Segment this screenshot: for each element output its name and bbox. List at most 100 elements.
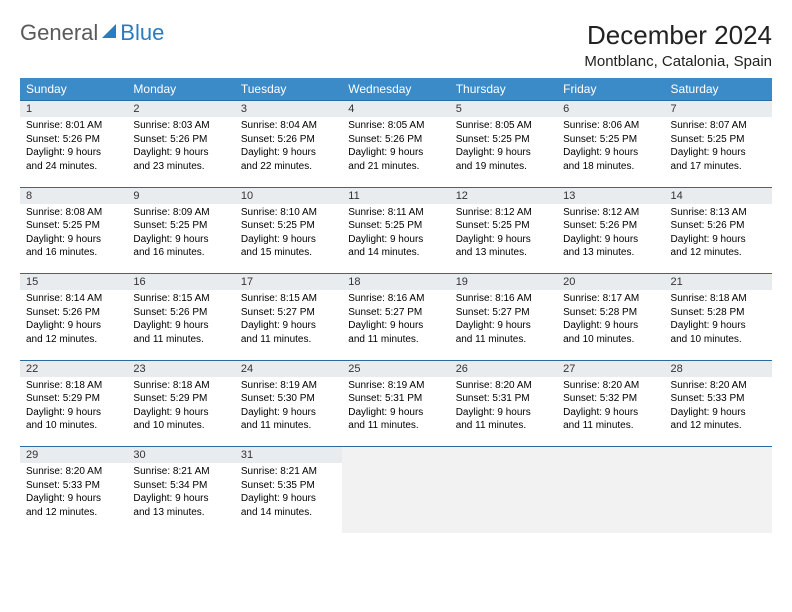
daylight-1: Daylight: 9 hours [671,319,766,333]
daylight-1: Daylight: 9 hours [456,146,551,160]
sunset: Sunset: 5:32 PM [563,392,658,406]
sunset: Sunset: 5:26 PM [563,219,658,233]
sunrise: Sunrise: 8:21 AM [133,465,228,479]
daylight-2: and 17 minutes. [671,160,766,174]
sunrise: Sunrise: 8:15 AM [241,292,336,306]
daylight-2: and 23 minutes. [133,160,228,174]
week-3-content: Sunrise: 8:14 AMSunset: 5:26 PMDaylight:… [20,290,772,360]
sunset: Sunset: 5:26 PM [133,133,228,147]
sunset: Sunset: 5:29 PM [133,392,228,406]
day-number: 29 [20,447,127,464]
sunrise: Sunrise: 8:20 AM [456,379,551,393]
dow-thursday: Thursday [450,78,557,101]
day-cell: Sunrise: 8:04 AMSunset: 5:26 PMDaylight:… [235,117,342,187]
sunset: Sunset: 5:28 PM [563,306,658,320]
daylight-2: and 10 minutes. [563,333,658,347]
sunset: Sunset: 5:26 PM [348,133,443,147]
page-header: General Blue December 2024 Montblanc, Ca… [20,20,772,70]
sunrise: Sunrise: 8:11 AM [348,206,443,220]
day-number: 15 [20,274,127,291]
daylight-2: and 19 minutes. [456,160,551,174]
day-number-empty [342,447,449,464]
day-cell: Sunrise: 8:20 AMSunset: 5:33 PMDaylight:… [20,463,127,533]
logo: General Blue [20,20,164,46]
week-3-daynums: 15 16 17 18 19 20 21 [20,274,772,291]
sunset: Sunset: 5:33 PM [671,392,766,406]
week-2-content: Sunrise: 8:08 AMSunset: 5:25 PMDaylight:… [20,204,772,274]
day-cell-empty [450,463,557,533]
week-4-content: Sunrise: 8:18 AMSunset: 5:29 PMDaylight:… [20,377,772,447]
day-number: 8 [20,187,127,204]
day-cell: Sunrise: 8:15 AMSunset: 5:27 PMDaylight:… [235,290,342,360]
sunrise: Sunrise: 8:03 AM [133,119,228,133]
sunrise: Sunrise: 8:20 AM [671,379,766,393]
day-cell: Sunrise: 8:07 AMSunset: 5:25 PMDaylight:… [665,117,772,187]
sunset: Sunset: 5:26 PM [671,219,766,233]
daylight-1: Daylight: 9 hours [348,233,443,247]
sunset: Sunset: 5:25 PM [456,219,551,233]
day-cell-empty [557,463,664,533]
week-1-daynums: 1 2 3 4 5 6 7 [20,101,772,118]
sunrise: Sunrise: 8:04 AM [241,119,336,133]
dow-header-row: Sunday Monday Tuesday Wednesday Thursday… [20,78,772,101]
dow-saturday: Saturday [665,78,772,101]
day-cell: Sunrise: 8:05 AMSunset: 5:25 PMDaylight:… [450,117,557,187]
daylight-2: and 16 minutes. [133,246,228,260]
sunrise: Sunrise: 8:13 AM [671,206,766,220]
sunrise: Sunrise: 8:18 AM [671,292,766,306]
day-cell: Sunrise: 8:16 AMSunset: 5:27 PMDaylight:… [450,290,557,360]
daylight-1: Daylight: 9 hours [26,319,121,333]
daylight-1: Daylight: 9 hours [241,492,336,506]
daylight-2: and 11 minutes. [563,419,658,433]
day-cell: Sunrise: 8:18 AMSunset: 5:29 PMDaylight:… [20,377,127,447]
day-number: 24 [235,360,342,377]
daylight-2: and 21 minutes. [348,160,443,174]
day-number: 7 [665,101,772,118]
daylight-1: Daylight: 9 hours [348,406,443,420]
day-cell-empty [665,463,772,533]
sunrise: Sunrise: 8:09 AM [133,206,228,220]
day-cell: Sunrise: 8:18 AMSunset: 5:29 PMDaylight:… [127,377,234,447]
daylight-1: Daylight: 9 hours [26,233,121,247]
sunrise: Sunrise: 8:20 AM [563,379,658,393]
sunset: Sunset: 5:25 PM [563,133,658,147]
logo-text-1: General [20,20,98,46]
title-block: December 2024 Montblanc, Catalonia, Spai… [584,20,772,70]
sunset: Sunset: 5:26 PM [26,133,121,147]
dow-wednesday: Wednesday [342,78,449,101]
daylight-1: Daylight: 9 hours [133,492,228,506]
sunrise: Sunrise: 8:12 AM [563,206,658,220]
day-cell: Sunrise: 8:09 AMSunset: 5:25 PMDaylight:… [127,204,234,274]
week-4-daynums: 22 23 24 25 26 27 28 [20,360,772,377]
daylight-2: and 10 minutes. [26,419,121,433]
daylight-2: and 11 minutes. [348,333,443,347]
location-label: Montblanc, Catalonia, Spain [584,53,772,70]
sunrise: Sunrise: 8:01 AM [26,119,121,133]
day-number: 19 [450,274,557,291]
daylight-2: and 13 minutes. [133,506,228,520]
day-number: 28 [665,360,772,377]
day-cell: Sunrise: 8:20 AMSunset: 5:32 PMDaylight:… [557,377,664,447]
daylight-1: Daylight: 9 hours [456,406,551,420]
day-number: 20 [557,274,664,291]
daylight-1: Daylight: 9 hours [456,233,551,247]
daylight-2: and 11 minutes. [133,333,228,347]
day-cell: Sunrise: 8:10 AMSunset: 5:25 PMDaylight:… [235,204,342,274]
day-cell: Sunrise: 8:18 AMSunset: 5:28 PMDaylight:… [665,290,772,360]
sunrise: Sunrise: 8:16 AM [348,292,443,306]
daylight-2: and 24 minutes. [26,160,121,174]
day-number: 12 [450,187,557,204]
day-number-empty [450,447,557,464]
sunrise: Sunrise: 8:08 AM [26,206,121,220]
daylight-1: Daylight: 9 hours [563,146,658,160]
daylight-2: and 12 minutes. [671,246,766,260]
day-cell: Sunrise: 8:19 AMSunset: 5:31 PMDaylight:… [342,377,449,447]
day-number-empty [665,447,772,464]
day-number: 3 [235,101,342,118]
sunset: Sunset: 5:26 PM [26,306,121,320]
day-number: 1 [20,101,127,118]
sunset: Sunset: 5:26 PM [241,133,336,147]
week-5-content: Sunrise: 8:20 AMSunset: 5:33 PMDaylight:… [20,463,772,533]
daylight-1: Daylight: 9 hours [456,319,551,333]
sunrise: Sunrise: 8:07 AM [671,119,766,133]
